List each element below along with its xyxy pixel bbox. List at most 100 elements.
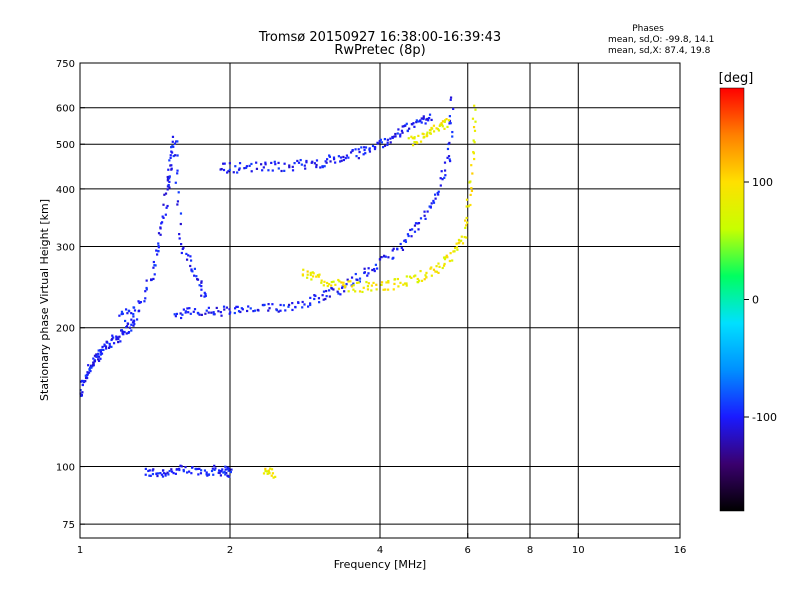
echo-point-O xyxy=(307,305,310,308)
echo-point-X xyxy=(457,242,460,245)
echo-point-O xyxy=(419,120,422,123)
echo-point-O xyxy=(354,272,357,276)
echo-point-O xyxy=(416,222,419,225)
echo-point-X xyxy=(445,254,448,257)
echo-point-O xyxy=(99,357,102,360)
echo-point-O xyxy=(132,306,136,309)
echo-point-O xyxy=(161,215,164,218)
echo-point-O xyxy=(197,473,200,476)
echo-point-O xyxy=(237,168,241,171)
echo-point-O xyxy=(97,349,100,352)
echo-point-O xyxy=(356,278,359,281)
echo-point-X xyxy=(429,132,432,135)
echo-point-O xyxy=(117,337,120,341)
echo-point-O xyxy=(171,135,175,138)
echo-point-O xyxy=(145,288,148,291)
echo-point-O xyxy=(371,268,374,272)
echo-point-O xyxy=(167,184,170,187)
echo-point-O xyxy=(181,247,184,251)
echo-point-O xyxy=(244,166,248,169)
echo-point-X xyxy=(349,280,352,283)
echo-point-O xyxy=(138,309,141,312)
echo-point-O xyxy=(397,128,400,131)
echo-point-X xyxy=(315,275,318,278)
echo-point-X xyxy=(306,270,309,273)
echo-point-O xyxy=(322,298,325,301)
echo-point-O xyxy=(93,354,97,357)
echo-point-O xyxy=(149,474,152,477)
y-tick-label: 600 xyxy=(56,104,75,115)
echo-point-O xyxy=(448,158,451,161)
echo-point-O xyxy=(223,308,226,311)
echo-point-O xyxy=(439,184,442,187)
echo-point-X xyxy=(461,242,465,245)
echo-point-O xyxy=(439,177,442,180)
echo-point-X xyxy=(271,472,275,475)
echo-point-O xyxy=(196,467,199,471)
echo-point-O xyxy=(384,255,387,258)
echo-point-O xyxy=(267,302,270,306)
echo-point-O xyxy=(151,472,155,476)
echo-point-O xyxy=(182,470,185,473)
echo-point-O xyxy=(451,130,454,134)
echo-point-O xyxy=(403,239,406,242)
echo-point-X xyxy=(366,288,370,291)
echo-point-O xyxy=(156,253,159,256)
echo-point-O xyxy=(172,154,175,158)
echo-point-O xyxy=(327,289,331,292)
echo-point-O xyxy=(222,471,225,474)
echo-point-O xyxy=(301,300,304,304)
echo-point-O xyxy=(220,470,223,473)
echo-point-O xyxy=(174,315,177,318)
echo-point-O xyxy=(297,161,301,164)
echo-point-X xyxy=(384,288,387,291)
echo-point-O xyxy=(130,312,133,315)
echo-point-X xyxy=(416,277,419,281)
echo-point-O xyxy=(178,237,181,240)
echo-point-O xyxy=(229,470,232,474)
echo-point-O xyxy=(192,310,195,313)
echo-point-X xyxy=(393,282,396,286)
echo-point-O xyxy=(226,467,229,471)
echo-point-O xyxy=(185,258,189,261)
echo-point-X xyxy=(403,282,407,285)
echo-point-X xyxy=(430,274,433,277)
echo-point-O xyxy=(185,252,188,256)
echo-point-X xyxy=(357,281,360,284)
echo-point-O xyxy=(130,329,133,332)
echo-point-O xyxy=(79,389,82,392)
echo-point-O xyxy=(241,308,244,311)
echo-point-O xyxy=(160,222,163,225)
echo-point-O xyxy=(200,280,203,283)
echo-point-O xyxy=(195,275,198,278)
echo-point-X xyxy=(446,256,449,259)
echo-point-O xyxy=(227,170,230,173)
echo-point-O xyxy=(167,473,170,476)
echo-point-O xyxy=(291,308,294,312)
echo-point-O xyxy=(164,213,167,216)
echo-point-O xyxy=(164,474,167,477)
echo-point-O xyxy=(432,199,435,203)
echo-point-X xyxy=(302,268,305,271)
echo-point-O xyxy=(105,347,108,350)
echo-point-X xyxy=(270,468,274,471)
echo-point-O xyxy=(168,180,171,183)
echo-point-O xyxy=(318,301,321,304)
echo-point-X xyxy=(318,273,321,276)
echo-point-O xyxy=(148,469,151,472)
echo-point-O xyxy=(357,148,360,151)
echo-point-O xyxy=(132,313,135,316)
echo-point-O xyxy=(162,203,165,206)
echo-point-O xyxy=(325,289,328,293)
echo-point-O xyxy=(198,284,201,287)
echo-point-O xyxy=(413,125,416,128)
echo-point-O xyxy=(176,154,179,157)
echo-point-X xyxy=(469,180,472,183)
echo-point-O xyxy=(193,308,197,311)
echo-point-O xyxy=(121,332,124,335)
echo-point-X xyxy=(367,282,370,285)
echo-point-O xyxy=(378,139,381,143)
echo-point-X xyxy=(323,280,326,283)
echo-point-O xyxy=(128,326,132,329)
echo-point-X xyxy=(455,246,459,249)
